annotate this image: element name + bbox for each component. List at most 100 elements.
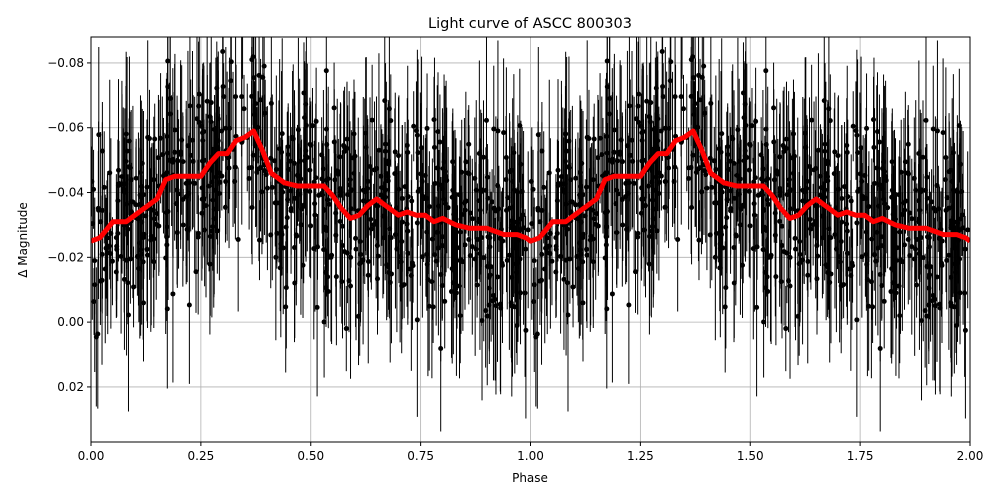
data-point <box>701 168 707 174</box>
data-point <box>716 200 722 206</box>
data-point <box>152 136 158 142</box>
data-point <box>740 90 746 96</box>
data-point <box>555 167 561 173</box>
data-point <box>905 237 911 243</box>
data-point <box>227 125 233 131</box>
data-point <box>827 279 833 285</box>
data-point <box>206 183 212 189</box>
data-point <box>760 247 766 253</box>
data-point <box>784 136 790 142</box>
data-point <box>374 243 380 249</box>
data-point <box>505 195 511 201</box>
data-point <box>660 84 666 90</box>
data-point <box>209 179 215 185</box>
data-point <box>546 243 552 249</box>
data-point <box>458 257 464 263</box>
data-point <box>511 150 517 156</box>
data-point <box>451 264 457 270</box>
data-point <box>511 187 517 193</box>
data-point <box>909 244 915 250</box>
data-point <box>332 177 338 183</box>
data-point <box>898 257 904 263</box>
data-point <box>636 119 642 125</box>
data-point <box>453 216 459 222</box>
data-point <box>506 252 512 258</box>
data-point <box>653 174 659 180</box>
data-point <box>934 128 940 134</box>
data-point <box>656 170 662 176</box>
data-point <box>823 262 829 268</box>
data-point <box>515 220 521 226</box>
data-point <box>308 142 314 148</box>
data-point <box>202 227 208 233</box>
data-point <box>607 96 613 102</box>
data-point <box>365 178 371 184</box>
data-point <box>217 170 223 176</box>
data-point <box>442 201 448 207</box>
data-point <box>441 159 447 165</box>
data-point <box>483 117 489 123</box>
x-tick-label: 0.25 <box>188 449 215 463</box>
data-point <box>339 242 345 248</box>
data-point <box>139 160 145 166</box>
data-point <box>879 243 885 249</box>
data-point <box>847 266 853 272</box>
data-point <box>957 290 963 296</box>
data-point <box>180 222 186 228</box>
data-point <box>228 78 234 84</box>
data-point <box>779 223 785 229</box>
y-tick-label: −0.06 <box>47 121 84 135</box>
data-point <box>635 103 641 109</box>
data-point <box>751 212 757 218</box>
data-point <box>701 63 707 69</box>
data-point <box>928 264 934 270</box>
data-point <box>781 149 787 155</box>
data-point <box>764 197 770 203</box>
data-point <box>835 186 841 192</box>
data-point <box>814 203 820 209</box>
data-point <box>338 189 344 195</box>
data-point <box>672 94 678 100</box>
data-point <box>797 238 803 244</box>
data-point <box>520 212 526 218</box>
data-point <box>357 238 363 244</box>
data-point <box>337 218 343 224</box>
data-point <box>319 176 325 182</box>
data-point <box>881 298 887 304</box>
data-point <box>778 279 784 285</box>
data-point <box>483 187 489 193</box>
data-point <box>283 304 289 310</box>
data-point <box>351 170 357 176</box>
data-point <box>249 204 255 210</box>
data-point <box>822 141 828 147</box>
data-point <box>943 154 949 160</box>
data-point <box>424 251 430 257</box>
data-point <box>590 207 596 213</box>
data-point <box>311 179 317 185</box>
data-point <box>825 161 831 167</box>
data-point <box>405 194 411 200</box>
data-point <box>164 242 170 248</box>
data-point <box>476 151 482 157</box>
data-point <box>561 189 567 195</box>
data-point <box>167 96 173 102</box>
data-point <box>924 195 930 201</box>
data-point <box>828 235 834 241</box>
data-point <box>186 302 192 308</box>
data-point <box>483 308 489 314</box>
data-point <box>948 303 954 309</box>
data-point <box>155 155 161 161</box>
data-point <box>449 194 455 200</box>
data-point <box>724 215 730 221</box>
data-point <box>418 171 424 177</box>
data-point <box>190 137 196 143</box>
data-point <box>122 189 128 195</box>
y-tick-label: 0.02 <box>57 380 84 394</box>
data-point <box>605 208 611 214</box>
data-point <box>164 234 170 240</box>
data-point <box>719 189 725 195</box>
data-point <box>690 75 696 81</box>
data-point <box>712 254 718 260</box>
data-point <box>754 244 760 250</box>
data-point <box>378 173 384 179</box>
